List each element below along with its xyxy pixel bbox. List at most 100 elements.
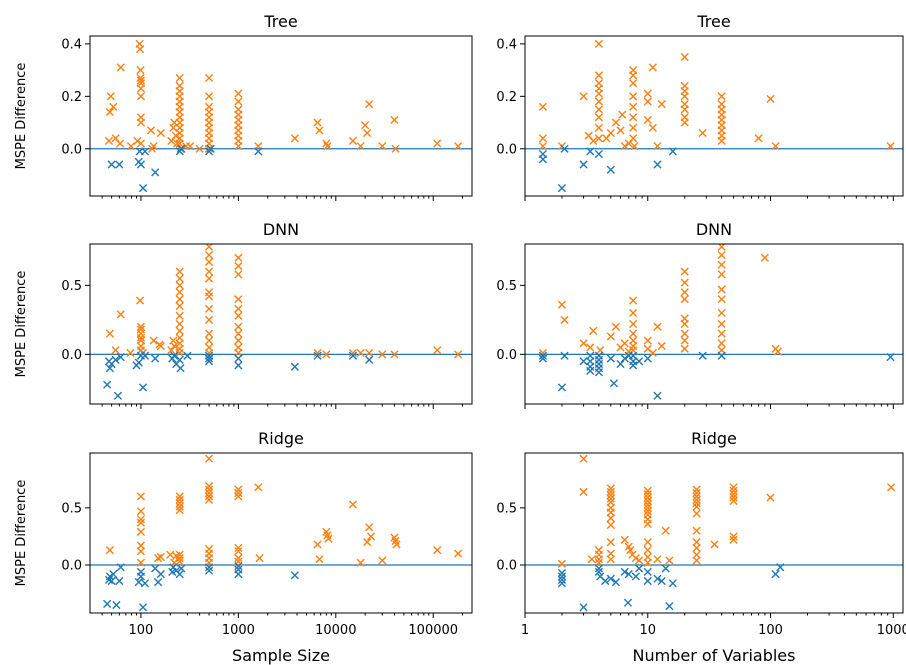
data-point <box>348 136 358 146</box>
data-point <box>365 100 374 109</box>
data-point <box>629 308 638 318</box>
data-point <box>348 351 358 360</box>
data-point <box>433 346 442 355</box>
series-2 <box>103 351 374 400</box>
y-axis-label: MSPE Difference <box>14 480 29 587</box>
y-tick-label: 0.4 <box>496 37 517 52</box>
data-point <box>594 89 604 98</box>
data-point <box>138 603 148 612</box>
data-point <box>538 351 548 360</box>
data-point <box>313 118 322 127</box>
data-point <box>156 552 165 562</box>
data-point <box>234 311 243 320</box>
data-point <box>680 344 689 353</box>
data-point <box>776 563 785 572</box>
data-point <box>204 73 214 83</box>
data-point <box>643 97 652 106</box>
data-point <box>234 562 243 571</box>
data-point <box>620 567 629 576</box>
data-point <box>629 79 638 88</box>
data-point <box>760 253 769 262</box>
data-point <box>135 296 145 305</box>
data-point <box>629 71 638 80</box>
data-point <box>680 336 689 345</box>
data-point <box>107 576 116 586</box>
data-point <box>643 500 652 509</box>
data-point <box>135 45 145 54</box>
data-point <box>204 488 214 498</box>
data-point <box>657 341 666 351</box>
data-point <box>692 556 701 565</box>
data-point <box>766 493 775 502</box>
data-point <box>629 102 638 111</box>
data-point <box>140 579 150 588</box>
data-point <box>717 92 726 101</box>
series-2 <box>538 351 895 400</box>
data-point <box>653 160 662 169</box>
data-point <box>234 89 243 98</box>
data-point <box>175 495 184 504</box>
data-point <box>606 538 615 547</box>
data-point <box>611 118 620 127</box>
data-point <box>365 355 374 364</box>
y-axis-label: MSPE Difference <box>14 271 29 378</box>
data-point <box>717 339 726 348</box>
data-point <box>692 543 701 552</box>
data-point <box>324 534 333 543</box>
y-tick-label: 0.5 <box>496 279 517 294</box>
data-point <box>680 267 689 276</box>
data-point <box>151 354 160 363</box>
data-point <box>234 554 243 563</box>
data-point <box>136 518 146 527</box>
series-1 <box>557 454 896 568</box>
panels-group: 0.0 0.2 0.4 Tree MSPE Difference 0.0 0.2 0.4 Tre… <box>14 12 906 665</box>
data-point <box>234 253 243 262</box>
data-point <box>579 357 588 366</box>
data-point <box>175 348 184 358</box>
data-point <box>156 128 165 138</box>
data-point <box>175 311 184 320</box>
data-point <box>234 270 243 279</box>
data-point <box>234 547 243 556</box>
data-point <box>204 354 214 363</box>
data-point <box>729 532 738 541</box>
data-point <box>116 310 125 319</box>
data-point <box>136 515 146 524</box>
data-point <box>594 97 604 106</box>
data-point <box>107 160 116 169</box>
data-point <box>204 454 214 463</box>
data-point <box>206 144 215 153</box>
data-point <box>680 295 689 304</box>
data-point <box>175 554 184 563</box>
data-point <box>653 574 662 583</box>
data-point <box>643 496 652 506</box>
panel-5: 0.0 0.5 100 1000 10000 100000 Ridge MSPE Differ… <box>14 429 473 665</box>
data-point <box>146 126 156 135</box>
data-point <box>560 351 569 360</box>
data-point <box>234 361 243 370</box>
data-point <box>204 357 214 366</box>
plot-frame <box>524 35 904 197</box>
plot-frame <box>524 452 904 614</box>
data-point <box>629 123 638 132</box>
data-point <box>204 292 214 301</box>
data-point <box>692 499 701 508</box>
panel-title: DNN <box>696 220 732 239</box>
data-point <box>557 575 567 584</box>
data-point <box>356 142 365 151</box>
data-point <box>729 493 738 502</box>
data-point <box>594 123 604 132</box>
data-point <box>624 570 633 579</box>
data-point <box>175 326 184 335</box>
data-point <box>454 549 463 558</box>
data-point <box>175 570 184 579</box>
data-point <box>618 110 627 119</box>
data-point <box>589 326 598 335</box>
data-point <box>136 76 146 85</box>
plot-frame <box>89 452 473 614</box>
data-point <box>665 602 674 611</box>
y-tick-label: 0.0 <box>61 142 82 157</box>
data-point <box>109 102 118 111</box>
data-point <box>136 351 146 360</box>
data-point <box>290 571 299 580</box>
